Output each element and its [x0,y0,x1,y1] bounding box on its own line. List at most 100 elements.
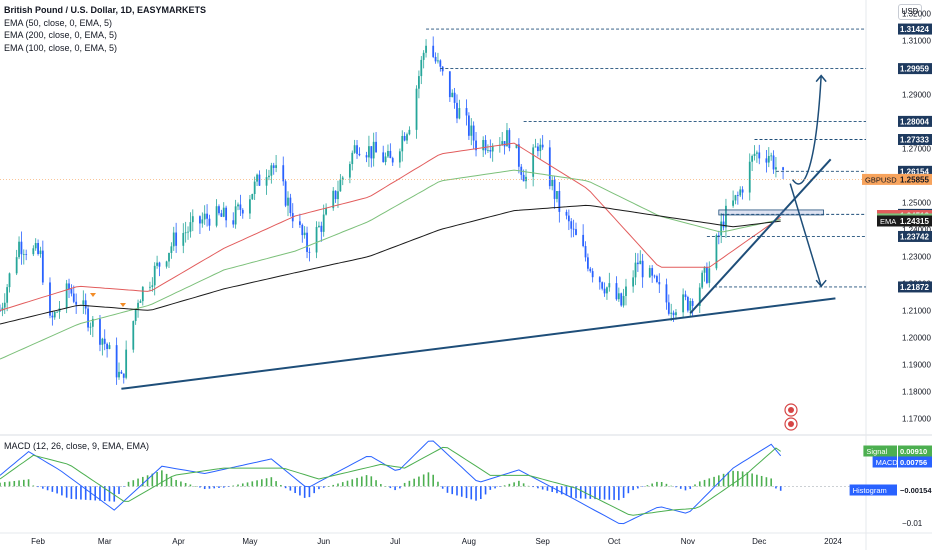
candle-body [641,260,644,278]
candle-body [770,155,773,157]
price-label-level: 1.27333 [900,136,929,145]
candle-body [470,125,473,136]
macd-histogram-bar [722,473,725,487]
price-label-level: 1.28004 [900,117,929,126]
macd-histogram-bar [303,486,306,498]
projection-arrow[interactable] [789,183,822,287]
macd-histogram-bar [560,486,563,495]
price-label-level: 1.29959 [900,65,929,74]
macd-histogram-bar [108,486,111,502]
macd-histogram-bar [8,481,11,487]
candle-body [458,108,461,119]
macd-histogram-bar [537,486,539,489]
candle-body [734,195,737,201]
candle-body [370,146,373,159]
macd-histogram-bar [261,479,263,487]
candle-body [503,141,506,147]
ema-line-100 [0,204,781,325]
price-label-box [898,165,932,177]
candle-body [218,206,220,214]
macd-label-box [898,484,932,496]
candle-body [84,300,87,309]
candle-body [115,345,118,378]
candle-body [706,266,708,283]
candle-body [187,231,189,233]
candle-body [41,250,44,283]
candle-body [584,246,587,258]
macd-histogram-bar [56,486,58,494]
macd-histogram-bar [222,486,225,488]
candle-body [199,216,201,224]
macd-histogram-bar [175,479,177,487]
chart-legend: British Pound / U.S. Dollar, 1D, EASYMAR… [4,4,206,54]
indicator-ema-50[interactable]: EMA (50, close, 0, EMA, 5) [4,17,113,28]
macd-histogram-bar [737,471,739,487]
macd-histogram-bar [308,486,311,498]
macd-value-signal: 0.00910 [900,447,927,456]
candle-body [575,229,577,235]
macd-histogram-bar [23,479,25,487]
candle-body [736,195,739,197]
candle-body [632,277,635,287]
candle-body [720,221,723,236]
candle-body [537,146,539,152]
macd-line [0,440,782,525]
candle-body [170,246,173,253]
candle-body [465,108,468,116]
candle-body [489,150,492,152]
dividend-marker-icon [90,293,96,297]
candle-body [75,301,78,305]
candle-body [672,312,675,316]
time-tick-label: Apr [172,537,185,546]
macd-histogram-bar [337,483,339,487]
candle-body [339,179,342,192]
ema-line-200 [0,169,781,360]
trendline[interactable] [689,158,832,314]
candle-body [403,135,406,141]
candle-body [232,220,235,225]
candle-body [65,283,68,309]
macd-histogram-bar [341,482,344,487]
indicator-ema-100[interactable]: EMA (100, close, 0, EMA, 5) [4,42,118,53]
candle-body [686,297,689,311]
macd-histogram-bar [670,485,673,487]
macd-histogram-bar [46,486,49,491]
candle-body [684,294,687,298]
candle-body [448,71,451,98]
support-zone[interactable] [718,209,824,216]
price-tag-ticker: GBPUSD [865,175,897,184]
indicator-ema-200[interactable]: EMA (200, close, 0, EMA, 5) [4,30,118,40]
time-tick-label: Oct [608,537,621,546]
trendline[interactable] [121,297,836,390]
macd-histogram-bar [256,480,258,487]
candle-body [406,134,408,141]
candle-body [558,190,561,212]
macd-histogram-bar [460,486,463,497]
macd-histogram-bar [694,484,696,487]
time-tick-label: Jul [390,537,400,546]
time-tick-label: 2024 [824,537,842,546]
candle-body [639,260,642,265]
time-tick-label: May [242,537,257,546]
macd-histogram-bar [413,478,415,487]
macd-histogram-bar [118,486,120,495]
candle-body [451,92,454,98]
macd-histogram-bar [42,486,44,489]
candle-body [303,232,306,236]
macd-histogram-bar [775,486,777,489]
macd-legend[interactable]: MACD (12, 26, close, 9, EMA, EMA) [4,441,150,451]
currency-button[interactable]: USD [898,4,922,20]
projection-arrow[interactable] [791,75,822,185]
candle-body [82,300,85,305]
price-tick-label: 1.21000 [902,307,931,316]
macd-histogram-bar [318,486,320,490]
candle-body [691,301,694,306]
price-label-level: 1.23742 [900,232,929,241]
candle-body [306,232,308,252]
price-label-level: 1.26154 [900,167,929,176]
candle-body [158,262,161,267]
macd-label-box [898,456,932,468]
candle-body [598,277,601,283]
candle-body [256,174,258,182]
